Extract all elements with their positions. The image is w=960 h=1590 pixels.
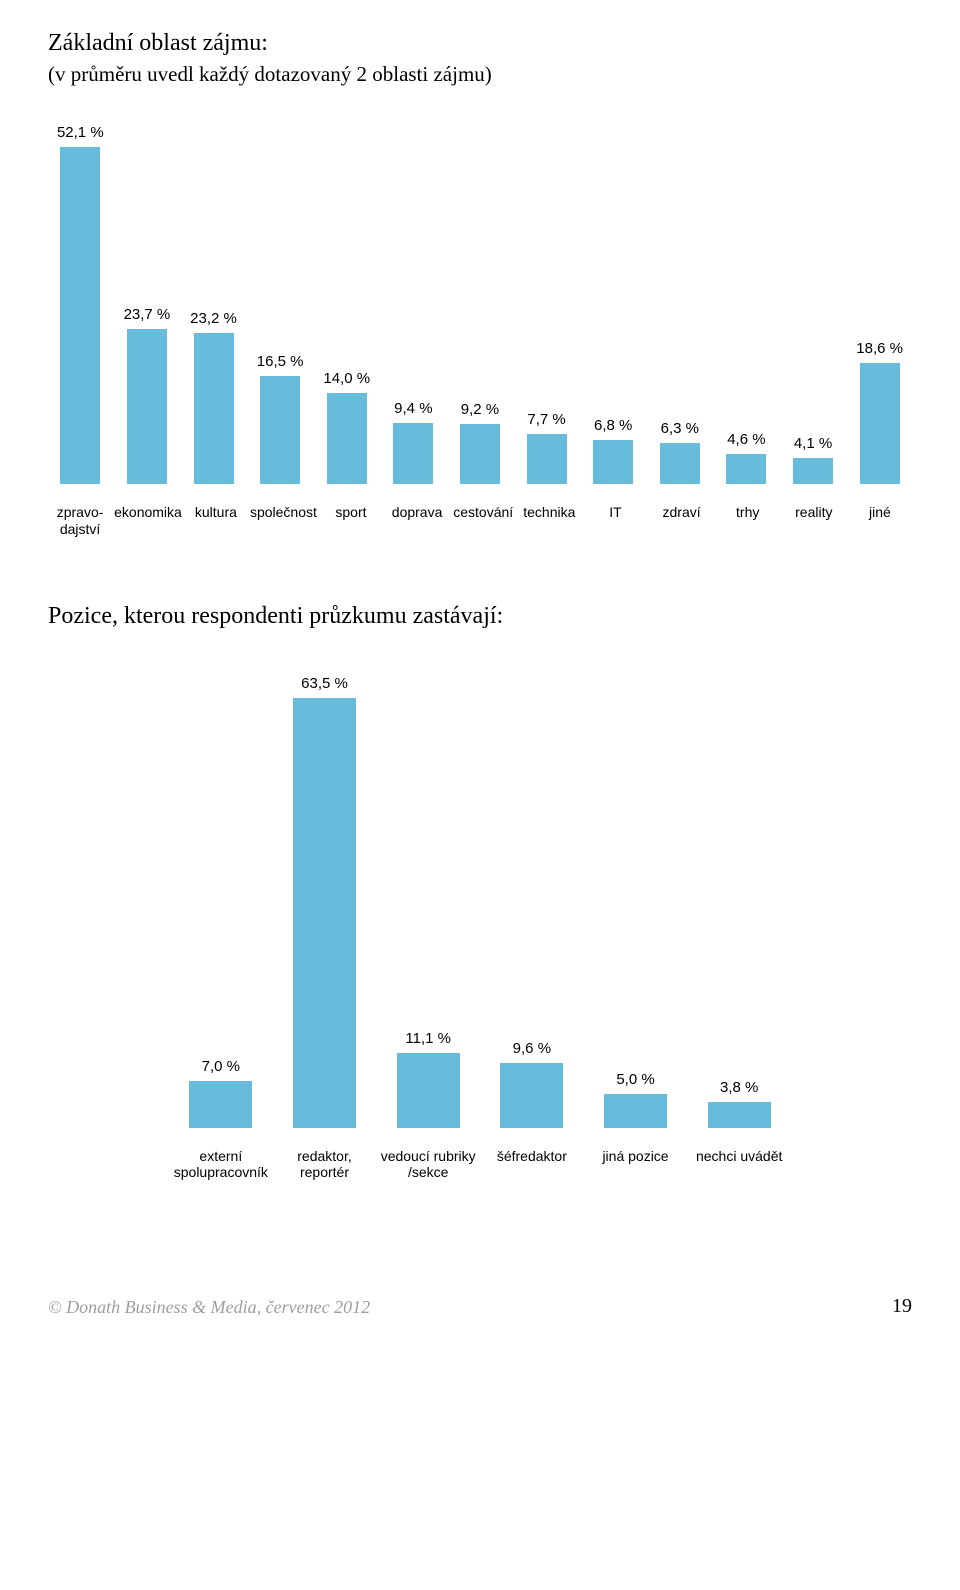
chart2-bar-col: 3,8 % <box>688 668 790 1128</box>
chart1-bar-col: 16,5 % <box>248 124 313 484</box>
positions-chart: 7,0 % 63,5 % 11,1 % 9,6 % 5,0 % 3,8 % externí… <box>170 668 790 1180</box>
footer-copyright: © Donath Business & Media, červenec 2012 <box>48 1297 370 1318</box>
chart2-bar <box>293 698 356 1128</box>
page-footer: © Donath Business & Media, červenec 2012… <box>48 1290 912 1318</box>
chart1-bar <box>460 424 500 484</box>
chart2-bar <box>604 1094 667 1128</box>
chart1-value-label: 7,7 % <box>527 411 565 428</box>
chart1-bar <box>127 329 167 484</box>
chart1-bar <box>726 454 766 484</box>
chart2-value-label: 63,5 % <box>301 675 348 692</box>
chart1-category-label: trhy <box>716 504 780 536</box>
chart2-value-label: 9,6 % <box>513 1040 551 1057</box>
chart1-value-label: 23,7 % <box>124 306 171 323</box>
chart2-bar <box>708 1102 771 1128</box>
chart1-value-label: 4,1 % <box>794 435 832 452</box>
chart1-value-label: 9,4 % <box>394 400 432 417</box>
chart2-bar <box>189 1081 252 1128</box>
chart2-category-label: jiná pozice <box>585 1148 687 1180</box>
chart1-value-label: 9,2 % <box>461 401 499 418</box>
chart2-category-label: šéfredaktor <box>481 1148 583 1180</box>
chart1-value-label: 6,3 % <box>661 420 699 437</box>
chart2-category-label: nechci uvádět <box>688 1148 790 1180</box>
chart1-category-label: kultura <box>184 504 248 536</box>
chart1-category-label: zpravo- dajství <box>48 504 112 536</box>
chart2-bar-col: 5,0 % <box>585 668 687 1128</box>
chart1-category-label: zdraví <box>650 504 714 536</box>
chart1-bar <box>660 443 700 484</box>
chart1-bar-col: 4,1 % <box>781 124 846 484</box>
chart1-bar <box>527 434 567 484</box>
chart1-bar-col: 9,4 % <box>381 124 446 484</box>
chart2-value-label: 7,0 % <box>202 1058 240 1075</box>
chart1-value-label: 6,8 % <box>594 417 632 434</box>
chart1-value-label: 18,6 % <box>856 340 903 357</box>
chart1-bar <box>393 423 433 485</box>
chart1-category-label: cestování <box>451 504 515 536</box>
chart1-bar-col: 9,2 % <box>448 124 513 484</box>
chart2-value-label: 5,0 % <box>616 1071 654 1088</box>
page-subtitle: (v průměru uvedl každý dotazovaný 2 obla… <box>48 61 912 88</box>
chart1-category-label: doprava <box>385 504 449 536</box>
chart1-category-label: technika <box>517 504 581 536</box>
chart1-bar <box>194 333 234 485</box>
chart2-category-label: vedoucí rubriky /sekce <box>377 1148 479 1180</box>
chart2-bar <box>500 1063 563 1128</box>
chart1-category-label: ekonomika <box>114 504 182 536</box>
page-title: Základní oblast zájmu: <box>48 28 912 59</box>
positions-title: Pozice, kterou respondenti průzkumu zast… <box>48 601 912 632</box>
chart1-bar-col: 14,0 % <box>314 124 379 484</box>
chart1-bar <box>860 363 900 485</box>
chart1-category-label: jiné <box>848 504 912 536</box>
chart1-bar-col: 7,7 % <box>514 124 579 484</box>
chart1-bar <box>793 458 833 485</box>
chart2-bar-col: 7,0 % <box>170 668 272 1128</box>
chart2-bar-col: 63,5 % <box>274 668 376 1128</box>
chart2-category-label: externí spolupracovník <box>170 1148 272 1180</box>
chart1-value-label: 16,5 % <box>257 353 304 370</box>
footer-page-number: 19 <box>892 1295 912 1318</box>
chart1-bar-col: 23,7 % <box>115 124 180 484</box>
chart1-value-label: 4,6 % <box>727 431 765 448</box>
chart2-value-label: 11,1 % <box>405 1030 451 1047</box>
chart1-bar <box>593 440 633 485</box>
interest-area-chart: 52,1 % 23,7 % 23,2 % 16,5 % 14,0 % 9,4 % 9,2 %… <box>48 124 912 536</box>
chart1-category-label: sport <box>319 504 383 536</box>
chart1-bar-col: 6,8 % <box>581 124 646 484</box>
chart2-bar <box>397 1053 460 1128</box>
chart2-value-label: 3,8 % <box>720 1079 758 1096</box>
chart1-bar <box>327 393 367 485</box>
chart1-value-label: 23,2 % <box>190 310 237 327</box>
chart1-bar-col: 18,6 % <box>847 124 912 484</box>
chart1-category-label: IT <box>583 504 647 536</box>
chart1-bar-col: 52,1 % <box>48 124 113 484</box>
chart2-bar-col: 11,1 % <box>377 668 479 1128</box>
chart1-category-label: reality <box>782 504 846 536</box>
chart1-bar-col: 4,6 % <box>714 124 779 484</box>
chart2-bar-col: 9,6 % <box>481 668 583 1128</box>
chart1-category-label: společnost <box>250 504 317 536</box>
chart1-bar-col: 6,3 % <box>647 124 712 484</box>
chart1-value-label: 14,0 % <box>323 370 370 387</box>
chart1-bar <box>260 376 300 484</box>
chart1-bar-col: 23,2 % <box>181 124 246 484</box>
chart1-value-label: 52,1 % <box>57 124 104 141</box>
chart2-category-label: redaktor, reportér <box>274 1148 376 1180</box>
chart1-bar <box>60 147 100 484</box>
